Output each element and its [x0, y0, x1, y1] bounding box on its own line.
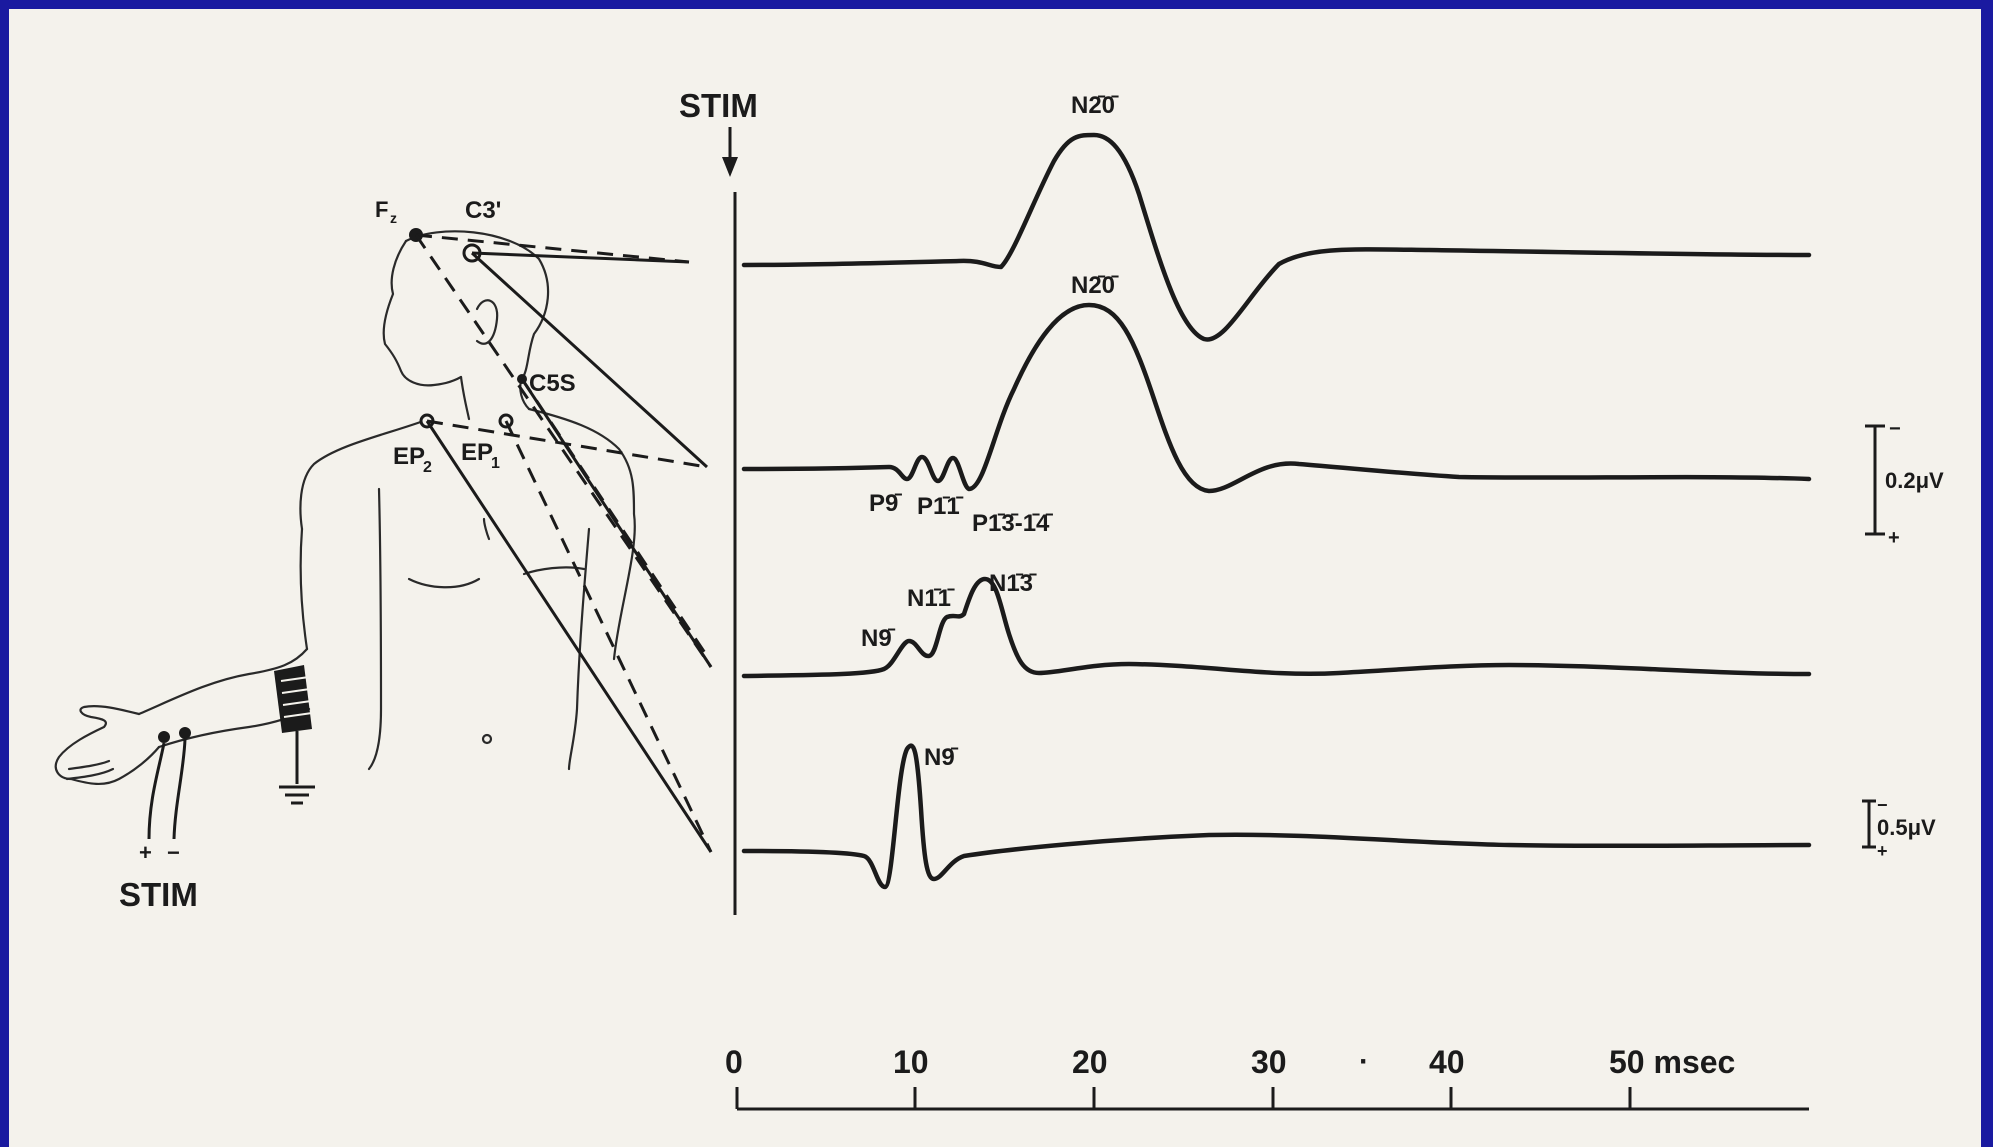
stim-plus-label: +	[139, 840, 152, 865]
ep2-label: EP	[393, 443, 425, 470]
time-axis: 0 10 20 30 40 50 msec ·	[725, 1044, 1809, 1111]
stim-top-label: STIM	[679, 87, 758, 124]
peak-label-n20-trace1: N2̄0̄	[1071, 92, 1119, 119]
peak-label-p13-14: P1̄3̄-1̄4̄	[972, 510, 1053, 537]
c5s-label: C5S	[529, 370, 576, 397]
trace-ep1-ep2	[741, 743, 1812, 890]
ground-band-icon	[274, 665, 313, 733]
scale-lower-value: 0.5μV	[1877, 815, 1936, 840]
peak-label-n13: N1̄3̄	[989, 570, 1037, 597]
c3-label: C3'	[465, 197, 501, 224]
peak-label-n9-trace3: N9̄	[861, 625, 896, 652]
time-tick-label: 20	[1072, 1044, 1108, 1080]
trace-c5s-fz	[741, 576, 1812, 679]
ground-icon	[279, 731, 315, 805]
time-tick-label: 50 msec	[1609, 1044, 1735, 1080]
ep1-sub-label: 1	[491, 455, 500, 472]
amplitude-scale-lower: − 0.5μV +	[1862, 795, 1936, 861]
time-tick-label: 30	[1251, 1044, 1287, 1080]
scale-upper-value: 0.2μV	[1885, 468, 1944, 493]
amplitude-scale-upper: − 0.2μV +	[1865, 418, 1944, 549]
ep2-sub-label: 2	[423, 459, 432, 476]
scale-lower-minus: −	[1877, 795, 1888, 815]
stim-minus-label: −	[167, 840, 180, 865]
stim-electrodes-icon	[147, 727, 191, 840]
time-tick-label: 10	[893, 1044, 929, 1080]
sep-diagram: + − STIM F z C3' C5S EP 2 EP 1 STIM	[54, 87, 1944, 1111]
scale-upper-minus: −	[1889, 418, 1901, 440]
time-tick-label: 40	[1429, 1044, 1465, 1080]
figure-panel: + − STIM F z C3' C5S EP 2 EP 1 STIM	[9, 9, 1981, 1147]
scale-lower-plus: +	[1877, 841, 1888, 861]
peak-label-n20-trace2: N2̄0̄	[1071, 272, 1119, 299]
fz-label: F	[375, 197, 388, 222]
electrode-leads	[409, 228, 713, 853]
time-tick-label: 0	[725, 1044, 743, 1080]
trace-c3-fz	[741, 132, 1812, 342]
peak-label-n9-trace4: N9̄	[924, 744, 959, 771]
peak-label-p9: P9̄	[869, 490, 902, 517]
peak-label-p11: P1̄1̄	[917, 493, 964, 520]
stim-arrow-icon	[722, 127, 738, 177]
human-figure: + − STIM	[54, 230, 636, 913]
scale-upper-plus: +	[1888, 527, 1900, 549]
stim-bottom-label: STIM	[119, 876, 198, 913]
time-axis-dot: ·	[1359, 1045, 1369, 1078]
trace-c3-ep2	[741, 302, 1812, 494]
ep1-label: EP	[461, 439, 493, 466]
peak-label-n11: N1̄1̄	[907, 585, 955, 612]
fz-sub-label: z	[390, 210, 397, 226]
